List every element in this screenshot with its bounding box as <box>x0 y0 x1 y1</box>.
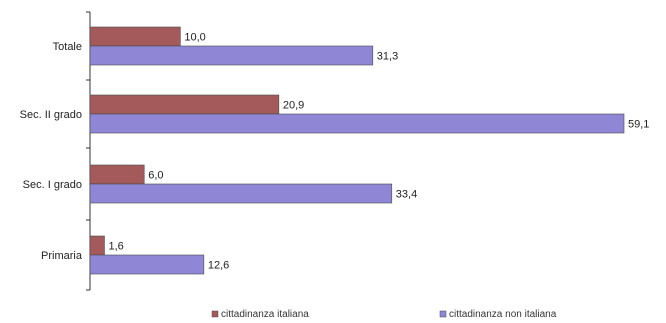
data-label: 59,1 <box>628 119 649 131</box>
bar-cittadinanza-non-italiana <box>89 45 374 66</box>
legend-label: cittadinanza italiana <box>221 309 309 320</box>
bar-cittadinanza-non-italiana <box>89 183 393 204</box>
data-label: 6,0 <box>148 170 163 182</box>
bar-cittadinanza-italiana <box>89 164 145 185</box>
data-label: 12,6 <box>208 260 229 272</box>
bar-cittadinanza-italiana <box>89 94 280 115</box>
bar-cittadinanza-non-italiana <box>89 113 625 134</box>
data-label: 20,9 <box>283 100 304 112</box>
legend-swatch <box>439 310 447 318</box>
category-label: Sec. I grado <box>23 179 82 191</box>
category-label: Totale <box>53 41 82 53</box>
bar-cittadinanza-italiana <box>89 26 181 47</box>
legend-swatch <box>211 310 219 318</box>
data-label: 33,4 <box>396 189 417 201</box>
legend: cittadinanza italiana cittadinanza non it… <box>211 309 557 320</box>
plot-area: Totale 10,0 31,3 Sec. II grado 20,9 59,1 Sec. … <box>20 11 649 291</box>
data-label: 31,3 <box>377 51 398 63</box>
data-label: 1,6 <box>108 241 123 253</box>
bar-cittadinanza-non-italiana <box>89 254 205 275</box>
category-label: Sec. II grado <box>20 109 82 121</box>
bar-cittadinanza-italiana <box>89 235 105 256</box>
category-label: Primaria <box>41 250 83 262</box>
data-label: 10,0 <box>184 32 205 44</box>
legend-label: cittadinanza non italiana <box>449 309 557 320</box>
